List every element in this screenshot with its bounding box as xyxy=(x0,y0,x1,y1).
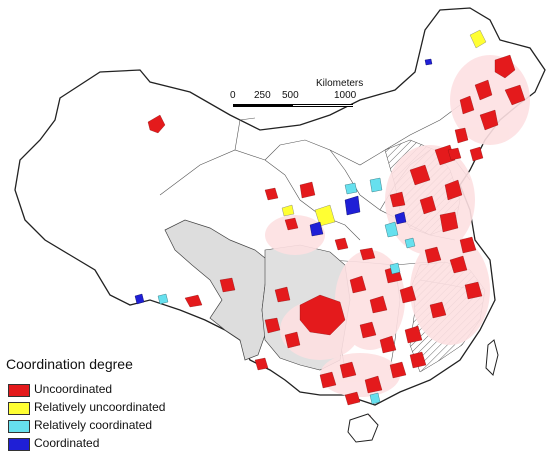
taiwan-island xyxy=(485,339,499,376)
hainan-island xyxy=(347,413,379,443)
relatively-coordinated-patches xyxy=(157,177,416,405)
scale-bar-segment xyxy=(293,104,353,107)
scale-units: Kilometers xyxy=(316,78,364,89)
legend-swatch-coordinated xyxy=(8,438,30,451)
scale-tick-0: 0 xyxy=(230,90,236,101)
legend-label: Coordinated xyxy=(34,436,100,450)
scale-tick-500: 500 xyxy=(282,90,299,101)
scale-tick-250: 250 xyxy=(254,90,271,101)
map-legend: Coordination degree Uncoordinated Relati… xyxy=(6,356,226,456)
legend-swatch-relatively-uncoordinated xyxy=(8,402,30,415)
legend-label: Uncoordinated xyxy=(34,382,113,396)
legend-label: Relatively uncoordinated xyxy=(34,400,166,414)
legend-label: Relatively coordinated xyxy=(34,418,153,432)
grey-region xyxy=(164,219,271,361)
scale-bar: Kilometers 0 250 500 1000 xyxy=(230,78,370,118)
legend-swatch-relatively-coordinated xyxy=(8,420,30,433)
scale-tick-1000: 1000 xyxy=(334,90,357,101)
uncoordinated-patches xyxy=(147,54,526,433)
legend-title: Coordination degree xyxy=(6,356,133,372)
coordinated-patches xyxy=(134,58,433,305)
legend-swatch-uncoordinated xyxy=(8,384,30,397)
